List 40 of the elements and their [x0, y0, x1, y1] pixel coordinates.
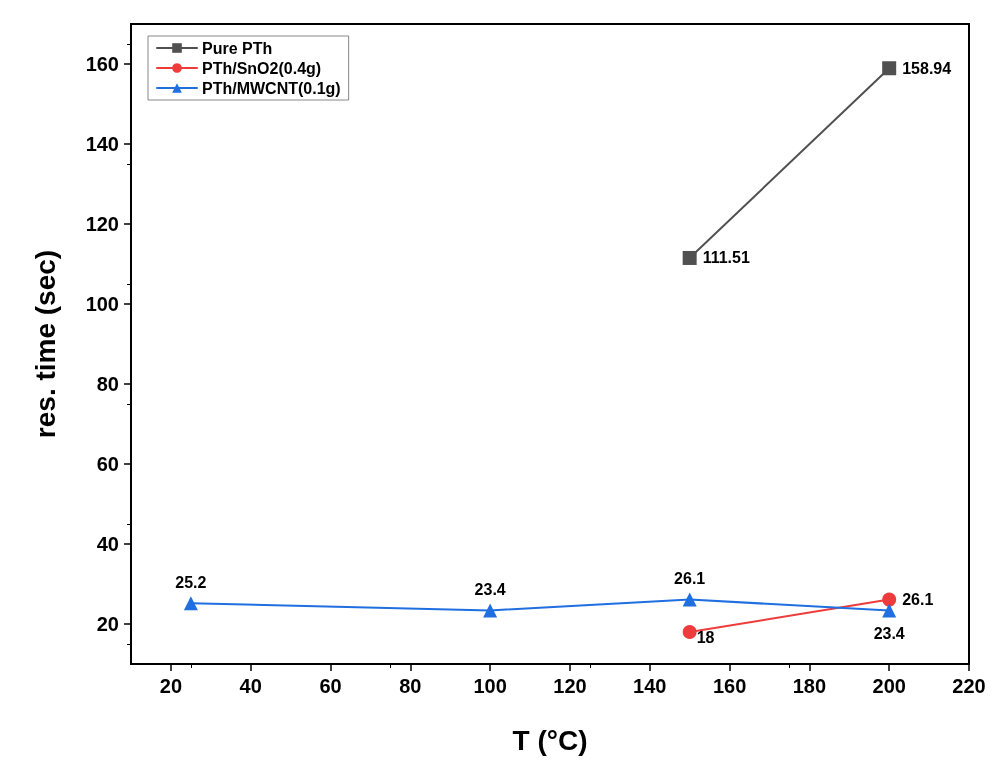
point: [483, 603, 498, 618]
x-tick-label: 60: [319, 675, 342, 697]
point: [682, 592, 697, 607]
legend-label: PTh/SnO2(0.4g): [202, 59, 322, 77]
data-label: 18: [696, 628, 715, 646]
x-tick-label: 80: [399, 675, 422, 697]
y-tick-label: 100: [85, 293, 119, 315]
x-tick-label: 40: [239, 675, 262, 697]
y-tick-label: 60: [96, 453, 119, 475]
data-label: 23.4: [873, 624, 905, 642]
data-label: 25.2: [175, 573, 207, 591]
x-axis-title: T (°C): [512, 724, 588, 756]
y-axis-title: res. time (sec): [29, 249, 61, 439]
point: [882, 592, 897, 607]
y-tick-label: 160: [85, 53, 119, 75]
data-label: 111.51: [702, 249, 750, 267]
data-label: 26.1: [674, 570, 706, 588]
x-tick-label: 120: [553, 675, 587, 697]
data-label: 158.94: [902, 59, 952, 77]
y-tick-label: 80: [96, 373, 119, 395]
x-tick-label: 180: [792, 675, 827, 697]
point: [882, 61, 897, 76]
point: [682, 625, 697, 639]
legend-label: Pure PTh: [202, 39, 273, 57]
y-tick-label: 140: [85, 133, 119, 155]
x-tick-label: 20: [159, 675, 183, 697]
x-tick-label: 200: [872, 675, 906, 697]
x-tick-label: 220: [952, 675, 986, 697]
x-tick-label: 160: [712, 675, 747, 697]
y-tick-label: 40: [96, 533, 119, 555]
x-tick-label: 140: [633, 675, 667, 697]
data-label: 23.4: [474, 580, 506, 598]
legend-label: PTh/MWCNT(0.1g): [202, 79, 341, 97]
point: [682, 250, 697, 265]
x-tick-label: 100: [473, 675, 507, 697]
data-label: 26.1: [902, 591, 934, 609]
point: [882, 603, 897, 618]
y-tick-label: 20: [96, 613, 119, 635]
y-tick-label: 120: [85, 213, 119, 235]
point: [183, 596, 198, 611]
